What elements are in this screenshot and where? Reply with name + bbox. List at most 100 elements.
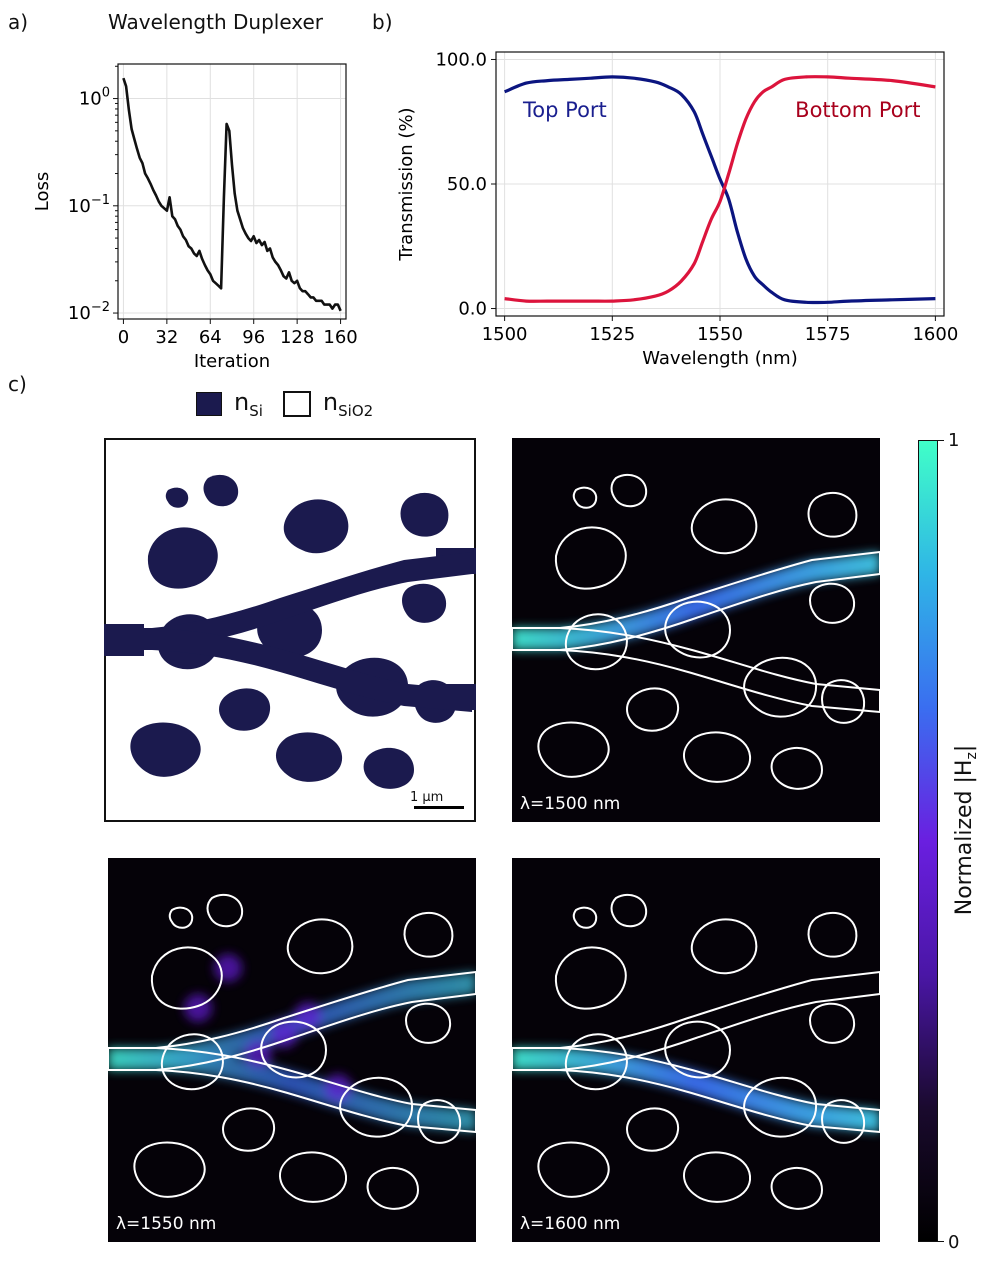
device-outline (512, 893, 880, 1210)
trans-x-axis-label: Wavelength (nm) (642, 348, 798, 369)
silicon-outline (222, 1107, 276, 1152)
trans-x-tick-label: 1600 (912, 324, 958, 345)
silicon-region (104, 552, 472, 650)
silicon-outline (690, 918, 758, 975)
silicon-outline (809, 582, 856, 624)
silicon-outline (572, 486, 598, 509)
silicon-region (130, 722, 201, 777)
trans-y-tick-label: 0.0 (458, 299, 487, 320)
silicon-outline (809, 1002, 856, 1044)
top-port-series-line (503, 75, 936, 305)
field-label-1500: λ=1500 nm (520, 794, 621, 814)
field-panel-1600 (512, 858, 880, 1242)
silicon-outline (690, 498, 758, 555)
silicon-region (203, 474, 239, 507)
silicon-outline (664, 1020, 732, 1079)
trans-x-tick-label: 1550 (697, 324, 743, 345)
silicon-region (275, 732, 343, 782)
silicon-outline (512, 550, 880, 651)
silicon-outline (821, 1099, 866, 1144)
material-legend: nSi nSiO2 (196, 388, 373, 420)
silicon-region (363, 747, 414, 789)
bottom-port-label: Bottom Port (795, 98, 920, 122)
panel-c-label: c) (8, 372, 27, 396)
silicon-outline (821, 679, 866, 724)
field-bottom-path (108, 1048, 476, 1132)
silicon-outline (664, 600, 732, 659)
silicon-outline (512, 970, 880, 1071)
loss-y-tick-label: 100 (79, 86, 110, 110)
silicon-outline (537, 1141, 610, 1198)
loss-plot-frame (117, 63, 347, 320)
field-hotspot (270, 1020, 298, 1048)
field-label-1550: λ=1550 nm (116, 1214, 217, 1234)
silicon-outline (417, 1099, 462, 1144)
silicon-region (219, 688, 271, 731)
field-hotspot (184, 994, 212, 1022)
silicon-outline (339, 1076, 414, 1138)
silicon-outline (683, 731, 752, 783)
field-intensity (512, 1048, 880, 1132)
bottom-port-series-line (504, 75, 936, 303)
silicon-outline (610, 473, 648, 508)
loss-chart-title: Wavelength Duplexer (108, 10, 324, 34)
silicon-outline (512, 627, 880, 714)
panel-a-label: a) (8, 10, 29, 34)
loss-x-tick-label: 96 (242, 327, 265, 348)
field-bottom-path (512, 1048, 880, 1132)
silicon-outline (405, 1002, 452, 1044)
field-panel-1550 (108, 858, 476, 1242)
silicon-outline (554, 946, 627, 1010)
loss-y-axis-label: Loss (32, 172, 53, 211)
trans-plot-frame (495, 51, 945, 317)
silicon-outline (610, 893, 648, 928)
field-hotspot (214, 954, 242, 982)
silicon-outline (168, 906, 194, 929)
transmission-chart: 1500 1525 1550 1575 1600 0.0 50.0 100.0 Top Port… (396, 49, 958, 369)
loss-x-tick-label: 0 (118, 327, 129, 348)
design-structure-panel (104, 438, 476, 822)
silicon-outline (279, 1151, 348, 1203)
field-hotspot (324, 1074, 352, 1102)
silicon-outline (206, 893, 244, 928)
silicon-outline (150, 946, 223, 1010)
colorbar-tick-max (938, 440, 944, 441)
silicon-outline (626, 1107, 680, 1152)
silicon-swatch (196, 391, 222, 416)
silicon-outline (366, 1166, 420, 1210)
silicon-outline (108, 1047, 476, 1134)
trans-y-tick-label: 50.0 (447, 174, 487, 195)
trans-x-tick-label: 1575 (805, 324, 851, 345)
silicon-outline (108, 970, 476, 1071)
silicon-region (165, 487, 189, 508)
trans-y-tick-label: 100.0 (435, 49, 487, 70)
device-outline (108, 893, 476, 1210)
loss-y-tick-label: 10−1 (68, 193, 110, 217)
loss-x-tick-label: 64 (199, 327, 222, 348)
colorbar-min-label: 0 (948, 1232, 960, 1253)
field-panel-1500 (512, 438, 880, 822)
panel-b-label: b) (372, 10, 393, 34)
silicon-outline (807, 912, 858, 958)
scale-bar (414, 806, 464, 809)
loss-series-line (122, 77, 342, 312)
silicon-outline (133, 1141, 206, 1198)
silicon-region (402, 583, 447, 623)
silicon-outline (743, 1076, 818, 1138)
scale-bar-label: 1 μm (410, 790, 444, 805)
silicon-outline (554, 526, 627, 590)
silicon-region (400, 492, 449, 537)
field-label-1600: λ=1600 nm (520, 1214, 621, 1234)
trans-y-axis-label: Transmission (%) (396, 107, 417, 261)
silicon-outline (743, 656, 818, 718)
silicon-outline (260, 1020, 328, 1079)
silicon-region (283, 499, 349, 554)
oxide-legend-label: nSiO2 (322, 388, 374, 420)
colorbar-max-label: 1 (948, 430, 960, 451)
loss-x-tick-label: 128 (280, 327, 314, 348)
silicon-region (147, 527, 218, 589)
trans-x-tick-label: 1525 (589, 324, 635, 345)
silicon-outline (572, 906, 598, 929)
silicon-outline (626, 687, 680, 732)
trans-x-tick-label: 1500 (482, 324, 528, 345)
